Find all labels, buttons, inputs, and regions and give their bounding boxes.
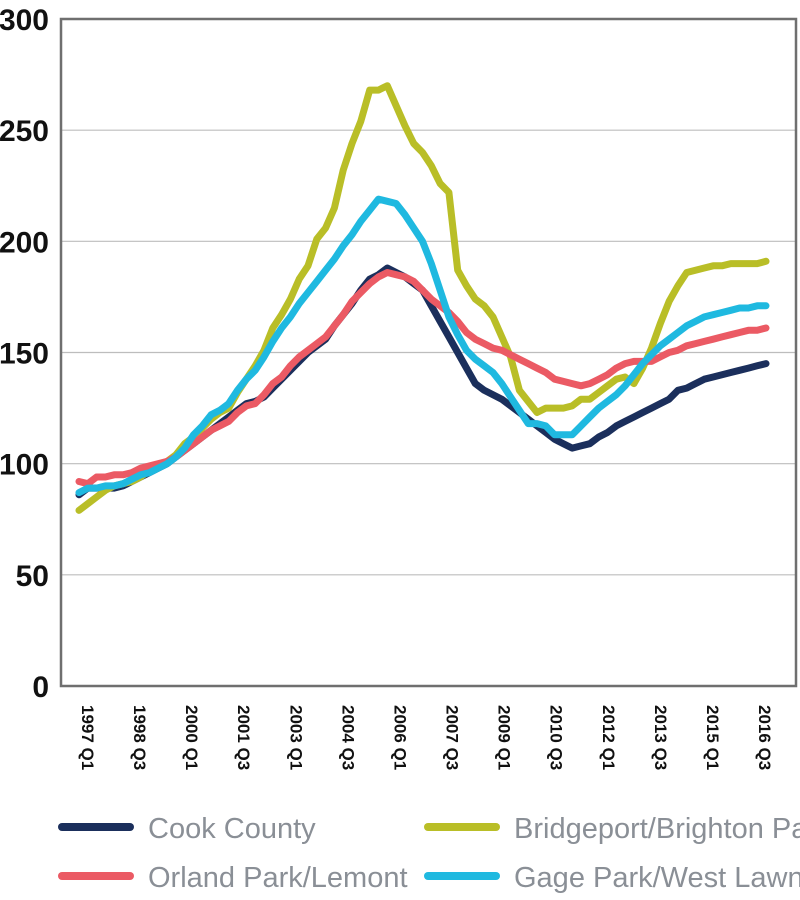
x-axis-ticks: 1997 Q1 1998 Q3 2000 Q1 2001 Q3 2003 Q1 2004 …: [78, 705, 774, 770]
legend-label: Bridgeport/Brighton Park: [514, 813, 800, 845]
legend-item: Orland Park/Lemont: [58, 862, 408, 894]
grid-lines: [61, 129, 796, 576]
legend-item: Bridgeport/Brighton Park: [424, 813, 800, 845]
y-tick-label: 50: [16, 560, 49, 593]
y-tick-label: 150: [0, 338, 49, 371]
x-tick-label: 2007 Q3: [443, 705, 462, 770]
x-tick-label: 2001 Q3: [234, 705, 253, 770]
legend-item: Cook County: [58, 813, 316, 845]
legend-label: Cook County: [148, 813, 316, 845]
y-axis-ticks: 0 50 100 150 200 250 300: [0, 4, 49, 704]
x-tick-label: 2016 Q3: [755, 705, 774, 770]
y-tick-label: 250: [0, 115, 49, 148]
x-tick-label: 1997 Q1: [78, 705, 97, 770]
y-tick-label: 0: [32, 671, 49, 704]
legend-label: Gage Park/West Lawn: [514, 862, 800, 894]
x-tick-label: 2010 Q3: [547, 705, 566, 770]
x-tick-label: 2013 Q3: [651, 705, 670, 770]
x-tick-label: 2006 Q1: [390, 705, 409, 770]
x-tick-label: 2000 Q1: [182, 705, 201, 770]
x-tick-label: 2004 Q3: [338, 705, 357, 770]
y-tick-label: 200: [0, 226, 49, 259]
legend-label: Orland Park/Lemont: [148, 862, 408, 894]
x-tick-label: 2003 Q1: [286, 705, 305, 770]
y-tick-label: 300: [0, 4, 49, 37]
series-line-orland-park-lemont: [75, 269, 770, 488]
x-tick-label: 1998 Q3: [130, 705, 149, 770]
plot-frame: [59, 17, 798, 688]
x-tick-label: 2012 Q1: [599, 705, 618, 770]
series-line-gage-park-west-lawn: [75, 195, 770, 497]
series-line-cook-county: [75, 264, 770, 499]
x-tick-label: 2015 Q1: [703, 705, 722, 770]
y-tick-label: 100: [0, 449, 49, 482]
legend-item: Gage Park/West Lawn: [424, 862, 800, 894]
x-tick-label: 2009 Q1: [495, 705, 514, 770]
legend: Cook County Bridgeport/Brighton Park Orlan…: [58, 813, 800, 894]
series-lines: [75, 82, 770, 514]
